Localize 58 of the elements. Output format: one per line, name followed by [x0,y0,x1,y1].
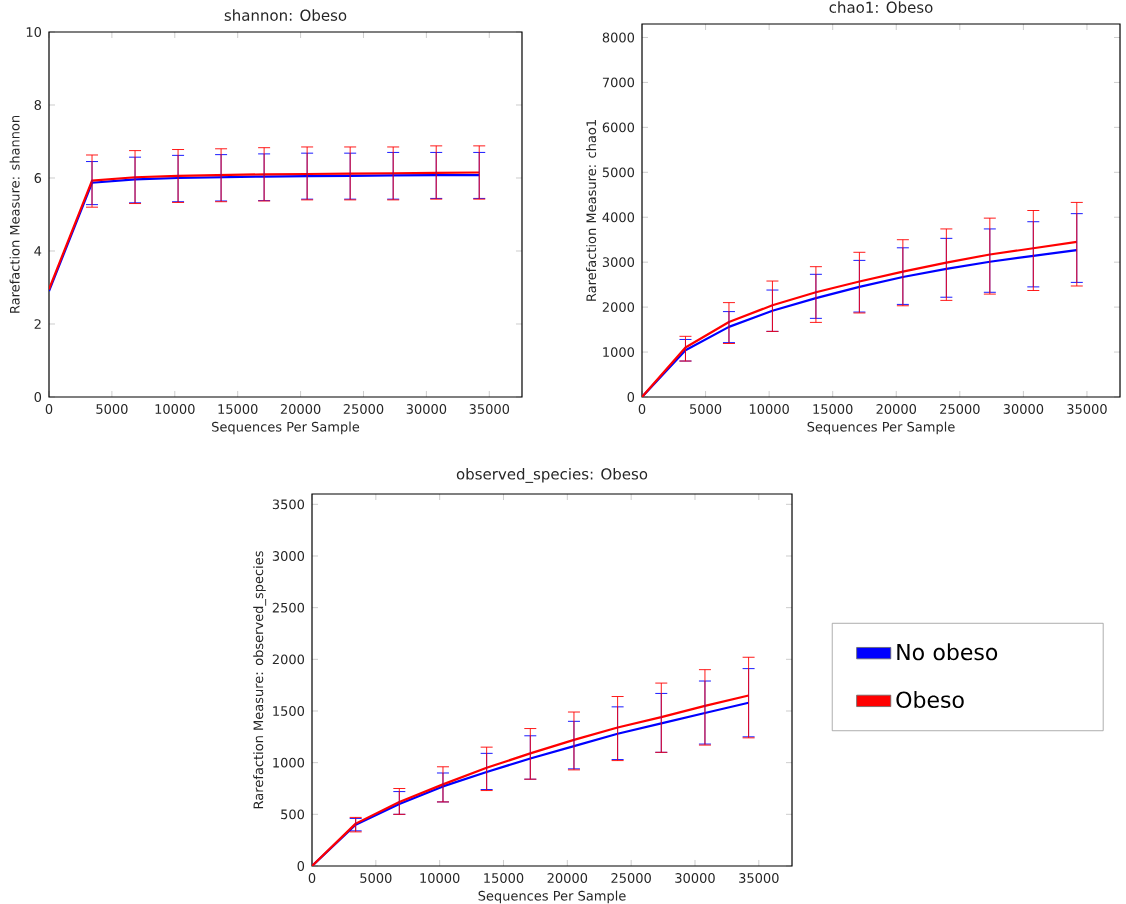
y-tick-label: 8 [34,100,42,110]
y-tick-label: 1500 [273,706,305,716]
chart-title: shannon: Obeso [224,9,347,21]
y-tick-label: 0 [297,861,305,871]
x-tick-label: 15000 [813,404,853,414]
y-axis-title: Rarefaction Measure: observed_species [253,551,267,809]
legend-label: Obeso [896,691,964,709]
y-tick-label: 1000 [273,757,305,768]
y-tick-label: 8000 [602,32,635,43]
y-tick-label: 4000 [602,212,635,223]
y-tick-label: 500 [281,809,305,820]
chart-title: chao1: Obeso [829,1,933,13]
x-tick-label: 15000 [484,873,524,883]
x-tick-label: 20000 [876,404,917,414]
y-axis-title: Rarefaction Measure: chao1 [586,120,597,301]
x-axis-title: Sequences Per Sample [478,890,626,904]
y-tick-label: 10 [26,27,42,37]
y-tick-label: 3500 [272,499,305,510]
x-tick-label: 10000 [749,404,789,414]
x-tick-label: 10000 [155,404,195,414]
x-tick-label: 35000 [739,873,779,883]
y-tick-label: 0 [34,392,42,402]
x-tick-label: 20000 [280,404,321,414]
x-tick-label: 15000 [218,404,258,414]
x-axis-title: Sequences Per Sample [807,421,955,435]
x-tick-label: 35000 [1067,404,1107,414]
x-tick-label: 5000 [690,404,722,414]
y-tick-label: 1000 [603,347,635,357]
y-axis-title: Rarefaction Measure: shannon [9,115,20,313]
y-tick-label: 0 [627,392,635,402]
y-tick-label: 2000 [272,654,305,665]
x-tick-label: 5000 [96,404,128,414]
x-axis-title: Sequences Per Sample [212,421,360,435]
x-tick-label: 25000 [611,873,651,883]
y-tick-label: 3000 [272,551,305,561]
y-tick-label: 2 [34,319,41,329]
x-tick-label: 0 [308,873,316,883]
x-tick-label: 5000 [360,873,392,883]
y-tick-label: 6 [34,173,42,183]
x-tick-label: 0 [45,404,53,414]
y-tick-label: 5000 [602,167,635,178]
chart-title: observed_species: Obeso [456,468,648,483]
x-tick-label: 20000 [547,873,588,883]
y-tick-label: 3000 [602,257,635,268]
y-tick-label: 6000 [602,122,635,133]
y-tick-label: 2000 [602,302,635,313]
legend-label: No obeso [897,643,998,661]
x-tick-label: 25000 [343,404,384,414]
x-tick-label: 0 [638,404,646,414]
x-tick-label: 35000 [469,404,510,414]
x-tick-label: 30000 [406,404,447,414]
y-tick-label: 7000 [602,77,635,88]
x-tick-label: 10000 [420,873,460,883]
x-tick-label: 30000 [1003,404,1044,414]
x-tick-label: 25000 [940,404,980,414]
x-tick-label: 30000 [675,873,715,883]
y-tick-label: 2500 [272,602,305,613]
y-tick-label: 4 [34,246,42,256]
